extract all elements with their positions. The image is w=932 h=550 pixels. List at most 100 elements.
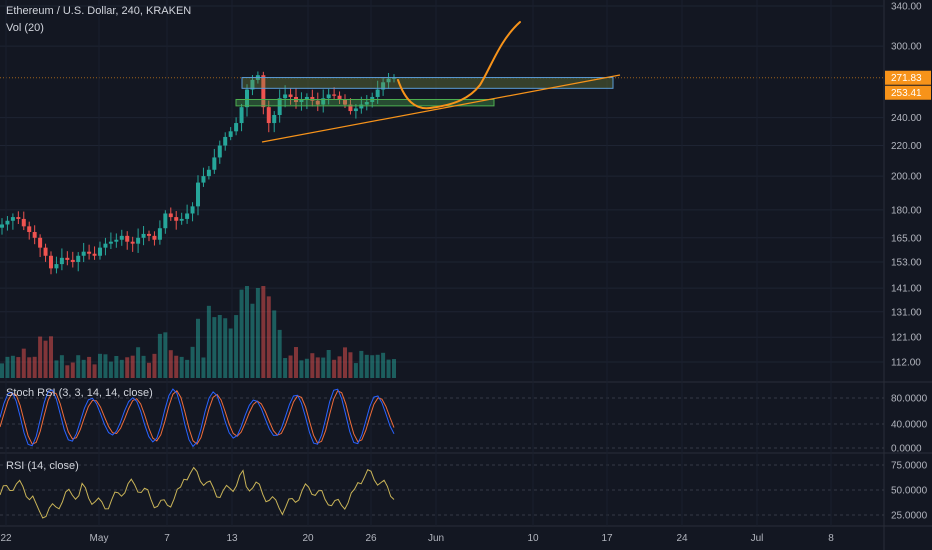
candle-body [136,237,141,244]
volume-bar [294,347,298,378]
candle-body [130,241,135,244]
projection-curve[interactable] [397,21,521,110]
rsi-line [0,466,395,519]
candle-body [310,96,315,101]
stoch-tick-label: 0.0000 [891,444,922,455]
candle-body [239,107,244,124]
volume-bar [179,356,184,378]
volume-bar [272,310,277,378]
candle-body [353,108,358,112]
time-tick-label: Jun [428,533,444,544]
volume-bar [277,329,282,378]
volume-bar [147,362,151,378]
candle-body [87,251,92,254]
candle-body [332,94,337,96]
volume-bar [59,355,64,378]
candle-body [337,95,342,100]
volume-bar [228,328,233,378]
candle-body [190,206,195,214]
candle-body [217,145,222,158]
volume-bar [174,355,179,378]
volume-bar [326,349,331,378]
candle-body [375,89,380,97]
volume-bar [54,360,59,378]
volume-bar [168,350,173,378]
volume-bar [288,355,293,378]
drawings [235,21,621,143]
support-zone[interactable] [235,98,495,107]
candle-body [326,94,331,99]
volume-bar [392,359,396,378]
volume-bar [65,365,70,378]
price-tick-label: 121.00 [891,333,922,344]
candle-body [179,218,184,221]
candle-body [266,107,271,124]
volume-bar [136,347,141,378]
candle-body [348,104,353,112]
candle-body [196,182,200,207]
candle-body [59,257,64,265]
volume-bar [190,346,195,378]
candle-body [288,94,293,97]
resistance-zone[interactable] [241,77,614,89]
volume-bar [381,352,386,378]
candle-body [43,247,48,256]
candle-body [212,157,217,170]
volume-bar [343,347,347,378]
time-tick-label: 20 [302,533,314,544]
volume-bar [245,286,249,378]
candle-body [343,99,347,105]
time-tick-label: 7 [164,533,170,544]
volume-bar [332,359,337,378]
volume-bar [266,296,271,378]
volume-bar [38,336,43,378]
countdown-badge [885,85,931,100]
time-tick-label: 13 [226,533,238,544]
time-tick-label: 17 [601,533,613,544]
volume-bar [239,289,244,378]
candle-body [174,217,179,221]
candle-body [381,82,386,90]
volume-bar [70,362,75,378]
volume-bar [152,353,157,378]
price-tick-label: 340.00 [891,2,922,13]
candle-body [250,79,255,90]
volume-bar [32,356,37,378]
candle-body [152,235,157,240]
volume-bar [163,332,168,378]
volume-bar [16,357,21,378]
volume-bar [217,314,222,378]
candle-body [304,96,309,100]
volume-bar [114,355,119,378]
current-price-badge [885,70,931,85]
volume-bar [337,356,342,378]
volume-bar [206,305,211,378]
volume-label: Vol (20) [6,22,44,34]
volume-bar [185,359,190,378]
ascending-trendline[interactable] [261,74,621,143]
time-tick-label: 26 [365,533,377,544]
time-axis[interactable]: 22 May 7 13 20 26 Jun 10 17 24 Jul 8 [0,533,834,544]
volume-bar [27,357,32,378]
candle-body [321,98,326,105]
stoch-tick-label: 40.0000 [891,420,928,431]
rsi-tick-label: 25.0000 [891,511,928,522]
candle-body [119,235,124,240]
candle-body [163,213,168,229]
candle-body [65,257,70,260]
candle-body [38,237,43,248]
price-tick-label: 240.00 [891,113,922,124]
candle-body [27,226,32,233]
volume-bar [98,353,102,378]
volume-bar [299,360,304,378]
candle-body [201,176,206,183]
volume-bar [234,315,239,378]
price-axis[interactable]: 340.00 300.00 240.00 220.00 200.00 180.00 165.… [885,2,931,522]
candle-body [234,123,239,132]
volume-bar [212,317,217,378]
price-tick-label: 131.00 [891,307,922,318]
volume-bar [87,356,92,378]
volume-bar [261,286,266,378]
